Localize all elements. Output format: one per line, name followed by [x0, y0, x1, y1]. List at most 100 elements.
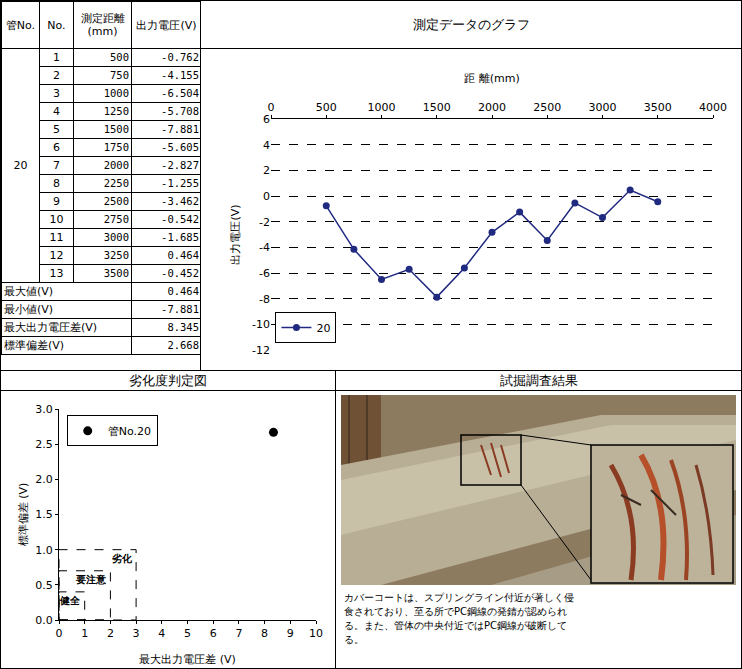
- svg-text:2: 2: [263, 164, 270, 177]
- svg-text:標準偏差 (V): 標準偏差 (V): [17, 483, 30, 547]
- html-text:2500: 2500: [103, 195, 129, 207]
- svg-text:9: 9: [287, 627, 294, 640]
- svg-text:4: 4: [263, 139, 270, 152]
- svg-text:-12: -12: [252, 344, 270, 357]
- svg-text:2.5: 2.5: [35, 438, 53, 451]
- svg-text:20: 20: [316, 322, 330, 335]
- html-text:4: 4: [53, 105, 60, 118]
- html-text:試掘調査結果: 試掘調査結果: [499, 372, 578, 388]
- html-text:1250: 1250: [103, 105, 129, 117]
- html-text:5: 5: [53, 123, 60, 136]
- svg-text:1.5: 1.5: [35, 508, 53, 521]
- svg-text:4000: 4000: [699, 101, 727, 114]
- svg-text:-2: -2: [259, 216, 270, 229]
- svg-text:2.0: 2.0: [35, 473, 53, 486]
- html-text:カバーコートは、スプリングライン付近が著しく侵食されており、: カバーコートは、スプリングライン付近が著しく侵食されており、至る所でPC鋼線の発…: [344, 592, 574, 645]
- svg-text:0: 0: [268, 101, 275, 114]
- svg-text:1: 1: [81, 627, 88, 640]
- svg-text:1500: 1500: [423, 101, 451, 114]
- svg-text:3.0: 3.0: [35, 403, 53, 416]
- html-text:出力電圧(V): 出力電圧(V): [136, 18, 197, 32]
- svg-text:2500: 2500: [533, 101, 561, 114]
- svg-text:距 離(mm): 距 離(mm): [464, 72, 520, 85]
- svg-text:出力電圧(V): 出力電圧(V): [229, 204, 242, 264]
- svg-text:要注意: 要注意: [75, 574, 107, 585]
- html-text:測定距離(mm): 測定距離(mm): [80, 12, 125, 38]
- html-text:13: 13: [49, 267, 64, 280]
- svg-text:6: 6: [210, 627, 217, 640]
- html-text:1000: 1000: [103, 87, 129, 99]
- svg-text:7: 7: [235, 627, 242, 640]
- svg-text:-10: -10: [252, 318, 270, 331]
- html-text:-0.762: -0.762: [161, 51, 199, 63]
- svg-text:1000: 1000: [368, 101, 396, 114]
- html-text:測定データのグラフ: 測定データのグラフ: [412, 16, 530, 32]
- html-text:3500: 3500: [103, 267, 129, 279]
- html-text:500: 500: [110, 51, 129, 63]
- html-text:-7.881: -7.881: [161, 303, 199, 315]
- html-text:3250: 3250: [103, 249, 129, 261]
- html-text:10: 10: [49, 213, 64, 226]
- html-text:0.464: 0.464: [167, 285, 199, 297]
- html-text:-0.452: -0.452: [161, 267, 199, 279]
- svg-text:8: 8: [261, 627, 268, 640]
- svg-text:最大出力電圧差 (V): 最大出力電圧差 (V): [139, 653, 236, 666]
- svg-text:6: 6: [263, 113, 270, 126]
- html-text:最大出力電圧差(V): 最大出力電圧差(V): [4, 321, 98, 334]
- html-text:劣化度判定図: 劣化度判定図: [129, 372, 207, 388]
- svg-text:5: 5: [184, 627, 191, 640]
- html-text:3: 3: [53, 87, 60, 100]
- html-text:8.345: 8.345: [167, 321, 199, 333]
- html-text:6: 6: [53, 141, 60, 154]
- html-text:No.: No.: [47, 18, 66, 32]
- svg-text:-4: -4: [259, 241, 270, 254]
- svg-text:健全: 健全: [59, 595, 81, 606]
- svg-text:0.0: 0.0: [35, 614, 53, 627]
- svg-text:2000: 2000: [478, 101, 506, 114]
- svg-text:0: 0: [56, 627, 63, 640]
- html-text:最小値(V): 最小値(V): [4, 303, 54, 316]
- html-text:最大値(V): 最大値(V): [4, 285, 54, 298]
- svg-text:1.0: 1.0: [35, 544, 53, 557]
- html-text:管No.: 管No.: [5, 18, 36, 32]
- html-text:20: 20: [13, 159, 28, 172]
- html-text:-0.542: -0.542: [161, 213, 199, 225]
- html-text:-6.504: -6.504: [161, 87, 199, 99]
- html-text:2000: 2000: [103, 159, 129, 171]
- html-text:-3.462: -3.462: [161, 195, 199, 207]
- html-text:標準偏差(V): 標準偏差(V): [4, 339, 65, 352]
- svg-text:3: 3: [133, 627, 140, 640]
- svg-text:0: 0: [263, 190, 270, 203]
- html-text:12: 12: [49, 249, 64, 262]
- html-text:1750: 1750: [103, 141, 129, 153]
- html-text:2.668: 2.668: [167, 339, 199, 351]
- html-text:1500: 1500: [103, 123, 129, 135]
- svg-text:3500: 3500: [644, 101, 672, 114]
- html-text:2750: 2750: [103, 213, 129, 225]
- svg-text:管No.20: 管No.20: [108, 425, 151, 438]
- html-text:-5.708: -5.708: [161, 105, 199, 117]
- html-text:2: 2: [53, 69, 60, 82]
- svg-text:劣化: 劣化: [111, 553, 133, 564]
- svg-text:4: 4: [158, 627, 165, 640]
- html-text:-1.685: -1.685: [161, 231, 199, 243]
- html-text:-1.255: -1.255: [161, 177, 199, 189]
- html-text:3000: 3000: [103, 231, 129, 243]
- html-text:750: 750: [110, 69, 129, 81]
- svg-text:10: 10: [309, 627, 323, 640]
- svg-text:0.5: 0.5: [35, 579, 53, 592]
- html-text:-2.827: -2.827: [161, 159, 199, 171]
- html-text:0.464: 0.464: [167, 249, 199, 261]
- html-text:-7.881: -7.881: [161, 123, 199, 135]
- html-text:1: 1: [53, 51, 60, 64]
- svg-text:500: 500: [316, 101, 337, 114]
- html-text:7: 7: [53, 159, 60, 172]
- svg-text:2: 2: [107, 627, 114, 640]
- svg-text:-6: -6: [259, 267, 270, 280]
- html-text:11: 11: [49, 231, 64, 244]
- svg-text:-8: -8: [259, 293, 270, 306]
- html-text:-4.155: -4.155: [161, 69, 199, 81]
- svg-text:3000: 3000: [589, 101, 617, 114]
- html-text:-5.605: -5.605: [161, 141, 199, 153]
- html-text:2250: 2250: [103, 177, 129, 189]
